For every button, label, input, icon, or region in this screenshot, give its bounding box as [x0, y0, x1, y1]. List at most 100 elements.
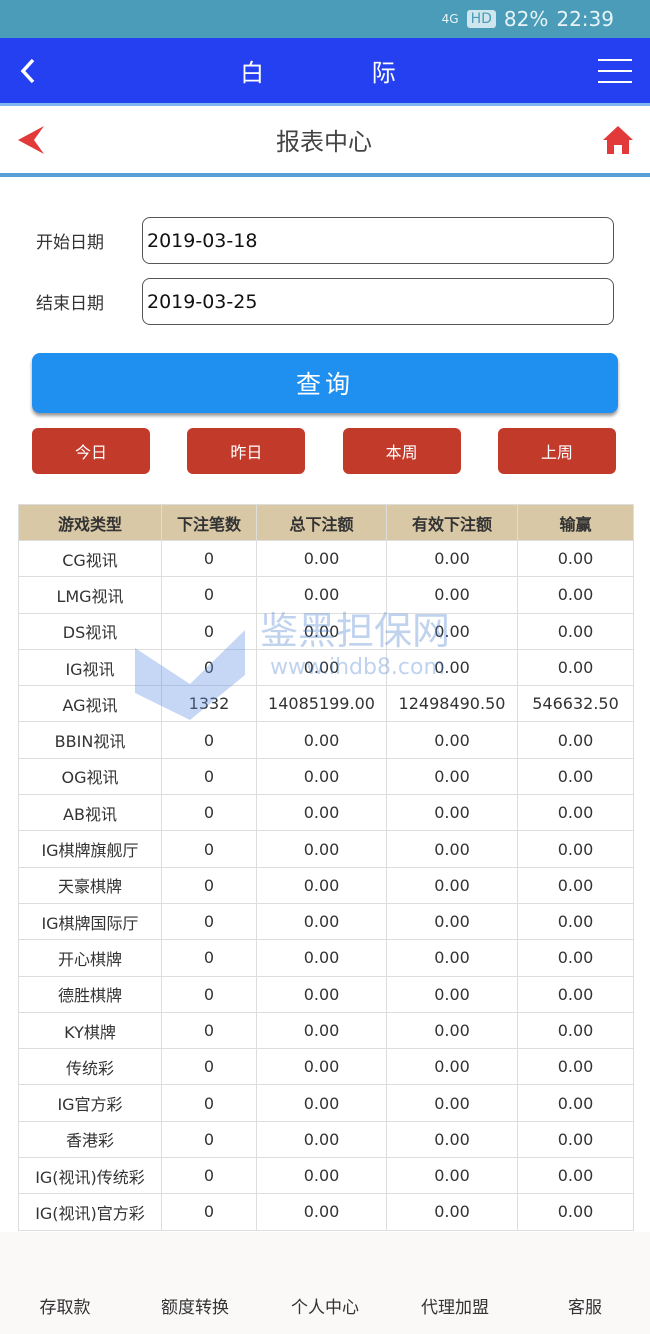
table-cell: 0.00 [256, 830, 387, 868]
table-cell: 0.00 [386, 1011, 518, 1050]
quick-range-buttons: 今日 昨日 本周 上周 [0, 428, 650, 474]
table-cell: 0.00 [517, 757, 634, 796]
table-cell: 0 [161, 1157, 257, 1195]
table-cell: 0.00 [386, 1048, 518, 1086]
table-cell: 0.00 [256, 939, 387, 977]
table-row: IG官方彩 0 0.00 0.00 0.00 [18, 1084, 634, 1122]
header-valid-bet: 有效下注额 [386, 504, 518, 541]
table-cell: 0.00 [386, 902, 518, 941]
table-row: IG(视讯)官方彩 0 0.00 0.00 0.00 [18, 1193, 634, 1231]
app-title: 白 际 [240, 59, 446, 87]
table-cell: 0.00 [517, 902, 634, 941]
table-cell: IG(视讯)传统彩 [18, 1157, 162, 1195]
start-date-input[interactable] [142, 217, 614, 264]
header-game-type: 游戏类型 [18, 504, 162, 541]
table-cell: 0.00 [386, 794, 518, 832]
table-row: IG棋牌国际厅 0 0.00 0.00 0.00 [18, 902, 634, 941]
yesterday-button[interactable]: 昨日 [187, 428, 306, 474]
start-date-label: 开始日期 [36, 233, 104, 253]
nav-agent[interactable]: 代理加盟 [421, 1298, 489, 1318]
table-cell: 0.00 [517, 794, 634, 832]
table-row: AB视讯 0 0.00 0.00 0.00 [18, 794, 634, 832]
table-cell: 0.00 [386, 1084, 518, 1122]
home-icon[interactable] [602, 125, 634, 155]
table-row: IG棋牌旗舰厅 0 0.00 0.00 0.00 [18, 830, 634, 868]
table-cell: 0 [161, 902, 257, 941]
query-button[interactable]: 查询 [32, 353, 618, 413]
table-cell: 开心棋牌 [18, 939, 162, 977]
table-cell: 0.00 [386, 539, 518, 578]
table-cell: 0.00 [517, 612, 634, 650]
table-cell: 0.00 [256, 1193, 387, 1231]
page-header: 报表中心 [0, 106, 650, 177]
table-row: KY棋牌 0 0.00 0.00 0.00 [18, 1011, 634, 1050]
table-cell: DS视讯 [18, 612, 162, 650]
nav-deposit-withdraw[interactable]: 存取款 [39, 1298, 91, 1318]
last-week-button[interactable]: 上周 [497, 428, 616, 474]
back-arrow-icon[interactable] [16, 124, 46, 156]
table-cell: 0.00 [517, 1120, 634, 1159]
table-cell: 0.00 [517, 721, 634, 759]
menu-icon[interactable] [597, 58, 632, 83]
table-cell: 0 [161, 757, 257, 796]
table-cell: 1332 [161, 685, 257, 723]
table-row: LMG视讯 0 0.00 0.00 0.00 [18, 576, 634, 614]
table-cell: 0 [161, 794, 257, 832]
table-cell: 0 [161, 1048, 257, 1086]
network-indicator: 4G [441, 12, 459, 26]
table-cell: 0.00 [256, 612, 387, 650]
table-cell: IG棋牌国际厅 [18, 902, 162, 941]
today-button[interactable]: 今日 [32, 428, 150, 474]
table-cell: 0.00 [517, 866, 634, 904]
table-cell: 0 [161, 830, 257, 868]
table-cell: 德胜棋牌 [18, 975, 162, 1013]
table-cell: 0.00 [517, 830, 634, 868]
table-cell: IG官方彩 [18, 1084, 162, 1122]
table-cell: 0.00 [256, 576, 387, 614]
table-row: IG视讯 0 0.00 0.00 0.00 [18, 648, 634, 687]
table-cell: 0.00 [386, 939, 518, 977]
table-cell: 0.00 [517, 648, 634, 687]
table-cell: 0.00 [256, 902, 387, 941]
bottom-nav: 存取款 额度转换 个人中心 代理加盟 客服 [0, 1232, 650, 1334]
table-cell: 香港彩 [18, 1120, 162, 1159]
table-cell: 0.00 [256, 721, 387, 759]
table-cell: OG视讯 [18, 757, 162, 796]
table-cell: LMG视讯 [18, 576, 162, 614]
nav-profile[interactable]: 个人中心 [291, 1298, 359, 1318]
table-cell: 546632.50 [517, 685, 634, 723]
table-cell: 0 [161, 648, 257, 687]
table-cell: 0.00 [386, 648, 518, 687]
table-cell: 0.00 [386, 830, 518, 868]
battery-level: 82% [503, 7, 549, 31]
table-cell: 14085199.00 [256, 685, 387, 723]
table-cell: 0.00 [517, 975, 634, 1013]
back-icon[interactable] [18, 57, 38, 85]
nav-support[interactable]: 客服 [568, 1298, 602, 1318]
header-win-loss: 输赢 [517, 504, 634, 541]
table-cell: 0.00 [256, 1120, 387, 1159]
table-cell: 0 [161, 1084, 257, 1122]
table-cell: CG视讯 [18, 539, 162, 578]
nav-transfer[interactable]: 额度转换 [161, 1298, 229, 1318]
end-date-input[interactable] [142, 278, 614, 325]
table-cell: 0.00 [256, 1084, 387, 1122]
table-cell: 0.00 [386, 866, 518, 904]
table-cell: 传统彩 [18, 1048, 162, 1086]
table-cell: 0 [161, 1120, 257, 1159]
table-cell: 0.00 [256, 975, 387, 1013]
table-cell: 0 [161, 1193, 257, 1231]
hd-badge: HD [466, 10, 496, 28]
table-row: AG视讯 1332 14085199.00 12498490.50 546632.50 [18, 685, 634, 723]
table-cell: 0.00 [256, 1157, 387, 1195]
this-week-button[interactable]: 本周 [342, 428, 461, 474]
table-cell: 0.00 [517, 1011, 634, 1050]
table-cell: 0.00 [256, 866, 387, 904]
app-bar: 白 际 [0, 38, 650, 106]
table-row: 香港彩 0 0.00 0.00 0.00 [18, 1120, 634, 1159]
table-cell: IG(视讯)官方彩 [18, 1193, 162, 1231]
table-cell: IG视讯 [18, 648, 162, 687]
table-cell: 0.00 [517, 939, 634, 977]
table-cell: 0.00 [256, 1011, 387, 1050]
table-cell: 0.00 [517, 1048, 634, 1086]
